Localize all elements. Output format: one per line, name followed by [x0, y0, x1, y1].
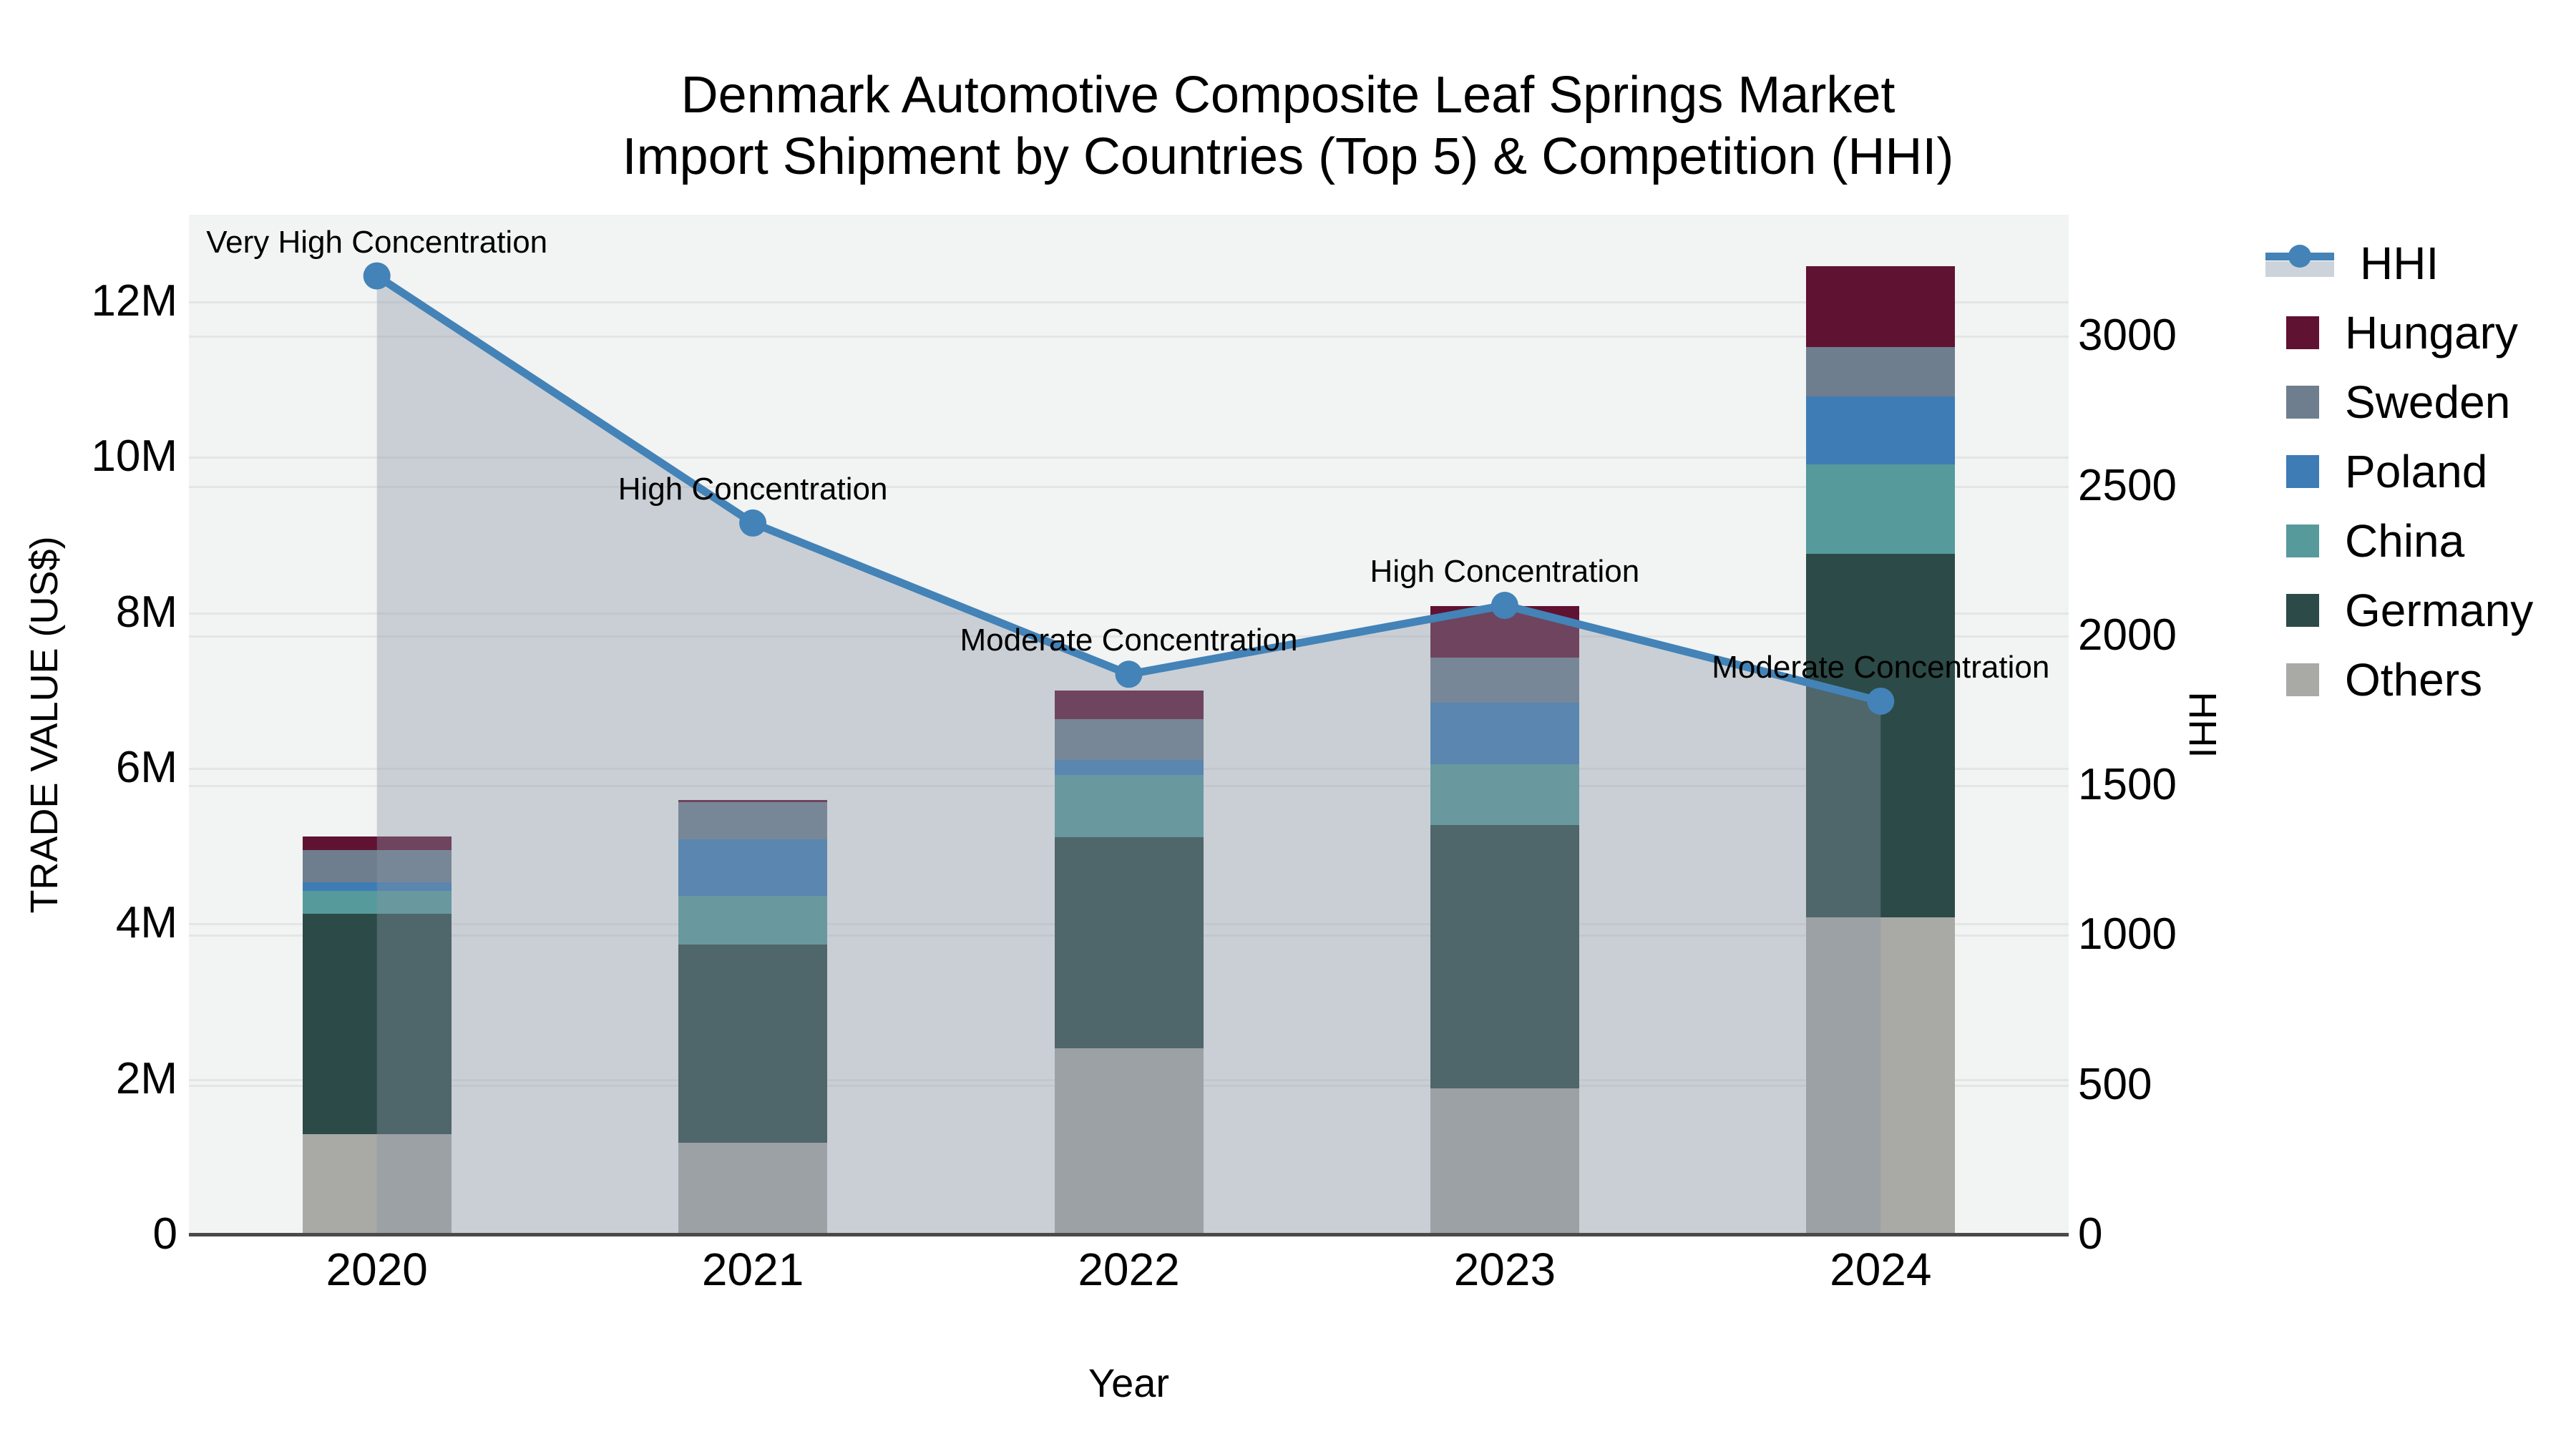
left-tick-10M: 10M: [91, 431, 177, 482]
gridline-left-8M: [189, 612, 2069, 615]
bar-2021-hungary[interactable]: [678, 799, 828, 802]
legend-swatch-china-icon: [2286, 525, 2319, 557]
bar-2022-poland[interactable]: [1054, 760, 1204, 775]
bar-2022-sweden[interactable]: [1054, 718, 1204, 761]
gridline-left-12M: [189, 301, 2069, 303]
bar-2024-sweden[interactable]: [1806, 347, 1956, 396]
bar-2023-hungary[interactable]: [1430, 605, 1579, 658]
bar-2020-china[interactable]: [302, 890, 452, 914]
x-tick-2024: 2024: [1830, 1244, 1932, 1295]
bar-2024-germany[interactable]: [1806, 554, 1956, 917]
chart-title: Denmark Automotive Composite Leaf Spring…: [0, 64, 2576, 187]
bar-2023-others[interactable]: [1430, 1088, 1579, 1234]
hhi-marker-swatch: [2288, 245, 2311, 268]
bar-2021-sweden[interactable]: [678, 801, 828, 839]
legend-swatch-germany-icon: [2286, 594, 2319, 627]
legend-label-others: Others: [2345, 654, 2483, 706]
legend-label-hungary: Hungary: [2345, 307, 2518, 358]
gridline-left-10M: [189, 457, 2069, 459]
legend-label-china: China: [2345, 515, 2465, 567]
legend-item-poland[interactable]: Poland: [2265, 449, 2487, 494]
legend-item-others[interactable]: Others: [2265, 657, 2482, 703]
bar-2020-others[interactable]: [302, 1133, 452, 1234]
left-tick-4M: 4M: [115, 898, 177, 948]
x-axis-line: [189, 1233, 2069, 1236]
right-axis-title: HHI: [2181, 691, 2224, 758]
bar-2020-poland[interactable]: [302, 882, 452, 891]
x-tick-2022: 2022: [1078, 1244, 1180, 1295]
bar-2021-germany[interactable]: [678, 944, 828, 1143]
bar-2023-poland[interactable]: [1430, 702, 1579, 764]
annotation-2023: High Concentration: [1370, 554, 1640, 589]
bar-2020-hungary[interactable]: [302, 836, 452, 851]
plot-area[interactable]: [189, 215, 2069, 1234]
right-tick-2000: 2000: [2078, 610, 2177, 660]
legend-item-china[interactable]: China: [2265, 518, 2464, 564]
left-tick-8M: 8M: [115, 587, 177, 637]
right-tick-2500: 2500: [2078, 460, 2177, 510]
left-tick-2M: 2M: [115, 1053, 177, 1103]
bar-2024-hungary[interactable]: [1806, 266, 1956, 348]
bar-2020-germany[interactable]: [302, 914, 452, 1134]
x-axis-title: Year: [1088, 1360, 1170, 1405]
bar-2022-hungary[interactable]: [1054, 691, 1204, 719]
legend-swatch-others-icon: [2286, 663, 2319, 696]
right-tick-3000: 3000: [2078, 311, 2177, 361]
right-tick-500: 500: [2078, 1059, 2152, 1109]
right-tick-0: 0: [2078, 1209, 2103, 1259]
x-tick-2020: 2020: [326, 1244, 428, 1295]
legend-item-hhi[interactable]: HHI: [2265, 240, 2439, 286]
bar-2021-china[interactable]: [678, 896, 828, 945]
legend-label-hhi: HHI: [2360, 238, 2439, 289]
annotation-2024: Moderate Concentration: [1712, 649, 2050, 685]
left-tick-6M: 6M: [115, 742, 177, 792]
bar-2024-others[interactable]: [1806, 917, 1956, 1234]
gridline-right-3000: [189, 336, 2069, 338]
left-axis-title: TRADE VALUE (US$): [23, 535, 66, 914]
bar-2022-others[interactable]: [1054, 1048, 1204, 1234]
legend-swatch-hungary-icon: [2286, 316, 2319, 349]
legend-swatch-sweden-icon: [2286, 386, 2319, 419]
left-tick-0: 0: [152, 1209, 177, 1259]
legend-label-sweden: Sweden: [2345, 376, 2511, 428]
legend-item-sweden[interactable]: Sweden: [2265, 379, 2510, 425]
bar-2023-china[interactable]: [1430, 763, 1579, 826]
legend-label-poland: Poland: [2345, 446, 2488, 497]
legend-swatch-poland-icon: [2286, 455, 2319, 488]
annotation-2020: Very High Concentration: [206, 224, 548, 260]
bar-2022-china[interactable]: [1054, 774, 1204, 837]
bar-2022-germany[interactable]: [1054, 836, 1204, 1049]
annotation-2022: Moderate Concentration: [960, 623, 1298, 658]
hhi-area-swatch: [2265, 261, 2334, 277]
right-tick-1500: 1500: [2078, 760, 2177, 810]
legend-item-hungary[interactable]: Hungary: [2265, 310, 2518, 356]
hhi-line-swatch-icon: [2265, 245, 2334, 280]
bar-2024-poland[interactable]: [1806, 396, 1956, 465]
chart-title-line1: Denmark Automotive Composite Leaf Spring…: [680, 67, 1896, 124]
chart-title-line2: Import Shipment by Countries (Top 5) & C…: [622, 128, 1954, 185]
x-tick-2023: 2023: [1453, 1244, 1556, 1295]
left-tick-12M: 12M: [91, 275, 177, 326]
annotation-2021: High Concentration: [618, 471, 888, 507]
bar-2021-poland[interactable]: [678, 839, 828, 897]
bar-2023-sweden[interactable]: [1430, 657, 1579, 703]
legend-item-germany[interactable]: Germany: [2265, 587, 2533, 633]
bar-2024-china[interactable]: [1806, 464, 1956, 555]
x-tick-2021: 2021: [701, 1244, 804, 1295]
bar-2021-others[interactable]: [678, 1142, 828, 1234]
right-tick-1000: 1000: [2078, 909, 2177, 960]
bar-2023-germany[interactable]: [1430, 825, 1579, 1088]
gridline-right-2500: [189, 485, 2069, 488]
legend-label-germany: Germany: [2345, 585, 2534, 636]
bar-2020-sweden[interactable]: [302, 850, 452, 882]
